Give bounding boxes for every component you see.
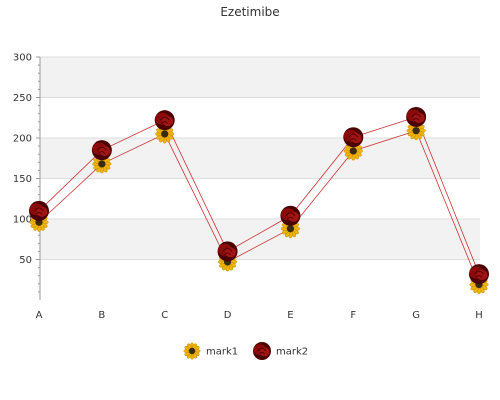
rose-curl <box>285 212 296 217</box>
rose-petal <box>413 112 425 123</box>
y-tick-label: 100 <box>13 215 32 226</box>
data-point-mark2-H <box>469 264 489 285</box>
chart-title: Ezetimibe <box>220 5 279 19</box>
sunflower-center <box>98 160 106 168</box>
data-point-mark2-G <box>406 106 427 127</box>
rose-curl <box>35 212 43 215</box>
rose-curl <box>474 270 484 275</box>
series-lines <box>38 116 480 285</box>
rose-curl <box>475 275 483 278</box>
sunflower-center <box>412 127 420 135</box>
x-tick-label: G <box>412 310 420 321</box>
rose-curl <box>159 116 170 121</box>
x-tick-label: F <box>350 310 356 321</box>
y-axis-ticks: 50 100 150 200 250 300 <box>13 53 40 293</box>
rose-curl <box>287 216 294 220</box>
data-point-mark2-A <box>29 200 49 221</box>
rose-curl <box>96 146 107 151</box>
x-axis-ticks: A B C D E F G H <box>36 310 483 321</box>
series-line-mark2 <box>38 116 480 275</box>
rose-curl <box>98 151 106 154</box>
data-point-mark2-D <box>217 241 238 262</box>
rose-curl <box>257 347 267 352</box>
rose-petal <box>162 116 174 127</box>
legend-item-mark2: mark2 <box>253 342 308 360</box>
rose-petal <box>99 146 111 157</box>
rose-petal <box>225 247 237 258</box>
rose-petal <box>36 206 48 217</box>
grid-band <box>40 219 480 260</box>
sunflower-center <box>286 225 295 233</box>
sunflower-icon <box>183 342 201 360</box>
rose-icon <box>253 342 271 360</box>
x-tick-label: D <box>224 310 232 321</box>
series-markers <box>29 106 489 295</box>
legend: mark1 mark2 <box>183 342 308 360</box>
legend-item-mark1: mark1 <box>183 342 238 360</box>
y-tick-label: 50 <box>19 255 32 266</box>
series-line-mark1 <box>38 130 480 285</box>
gridlines <box>40 56 480 260</box>
rose-curl <box>349 138 357 141</box>
rose-curl <box>161 121 169 124</box>
rose-petal <box>287 211 299 222</box>
x-tick-label: E <box>287 310 293 321</box>
x-tick-label: A <box>36 310 43 321</box>
legend-label: mark1 <box>206 347 238 358</box>
grid-band <box>40 57 480 98</box>
rose-curl <box>348 133 359 138</box>
data-point-mark1-C <box>155 124 175 144</box>
y-tick-label: 250 <box>13 93 32 104</box>
sunflower-center <box>161 130 169 138</box>
rose-curl <box>222 247 233 252</box>
rose-curl <box>412 118 420 121</box>
rose-petal <box>259 347 270 357</box>
x-tick-label: C <box>161 310 168 321</box>
rose-curl <box>258 351 266 355</box>
rose-petal <box>476 270 488 281</box>
x-tick-label: H <box>475 310 483 321</box>
data-point-mark2-B <box>91 140 112 161</box>
y-tick-label: 200 <box>13 134 32 145</box>
rose-curl <box>224 252 231 256</box>
rose-petal <box>350 133 362 144</box>
data-point-mark2-F <box>343 127 364 148</box>
rose-curl <box>411 113 422 118</box>
legend-label: mark2 <box>276 347 308 358</box>
data-point-mark2-E <box>280 205 301 226</box>
y-tick-label: 300 <box>13 53 32 64</box>
sunflower-center <box>349 147 357 155</box>
data-point-mark2-C <box>154 110 175 131</box>
y-tick-label: 150 <box>13 174 32 185</box>
rose-curl <box>34 207 44 212</box>
x-tick-label: B <box>98 310 105 321</box>
sunflower-center <box>188 347 196 355</box>
